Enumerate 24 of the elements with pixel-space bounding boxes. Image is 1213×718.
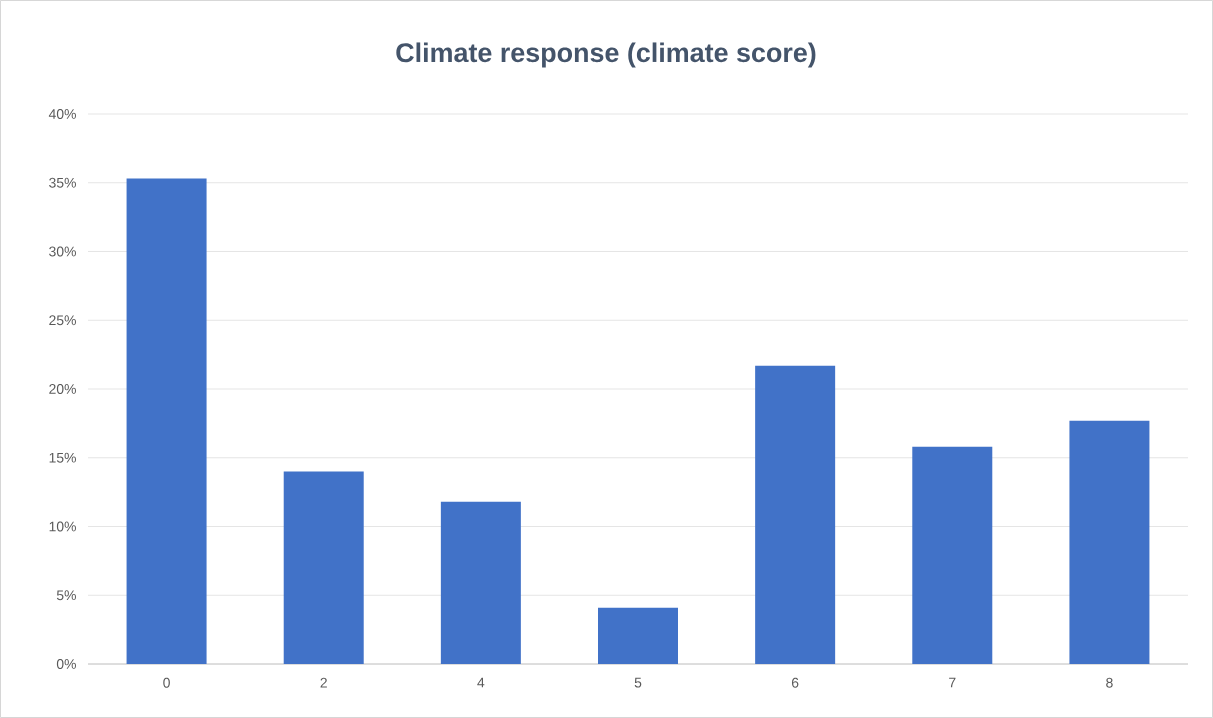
y-tick-label: 5% xyxy=(56,590,76,601)
x-tick-label: 5 xyxy=(634,677,642,688)
y-tick-label: 15% xyxy=(49,452,76,463)
x-tick-label: 2 xyxy=(320,677,327,688)
y-tick-label: 20% xyxy=(49,384,76,394)
bar xyxy=(598,607,678,664)
bar xyxy=(1069,420,1150,664)
y-tick-label: 25% xyxy=(49,315,76,326)
y-tick-label: 30% xyxy=(49,246,76,257)
y-tick-label: 40% xyxy=(48,109,76,119)
chart-title: Climate response (climate score) xyxy=(396,42,816,68)
y-tick-label: 10% xyxy=(49,521,76,532)
bar xyxy=(126,178,207,664)
bar xyxy=(440,501,521,664)
x-tick-label: 0 xyxy=(163,677,170,688)
bar xyxy=(283,471,364,664)
bar xyxy=(755,365,836,664)
y-tick-label: 35% xyxy=(49,177,76,188)
x-tick-label: 4 xyxy=(477,677,485,688)
x-tick-label: 8 xyxy=(1106,677,1113,688)
bar xyxy=(912,446,993,664)
x-tick-label: 6 xyxy=(791,677,799,688)
y-tick-label: 0% xyxy=(56,659,76,669)
x-tick-label: 7 xyxy=(949,677,956,688)
